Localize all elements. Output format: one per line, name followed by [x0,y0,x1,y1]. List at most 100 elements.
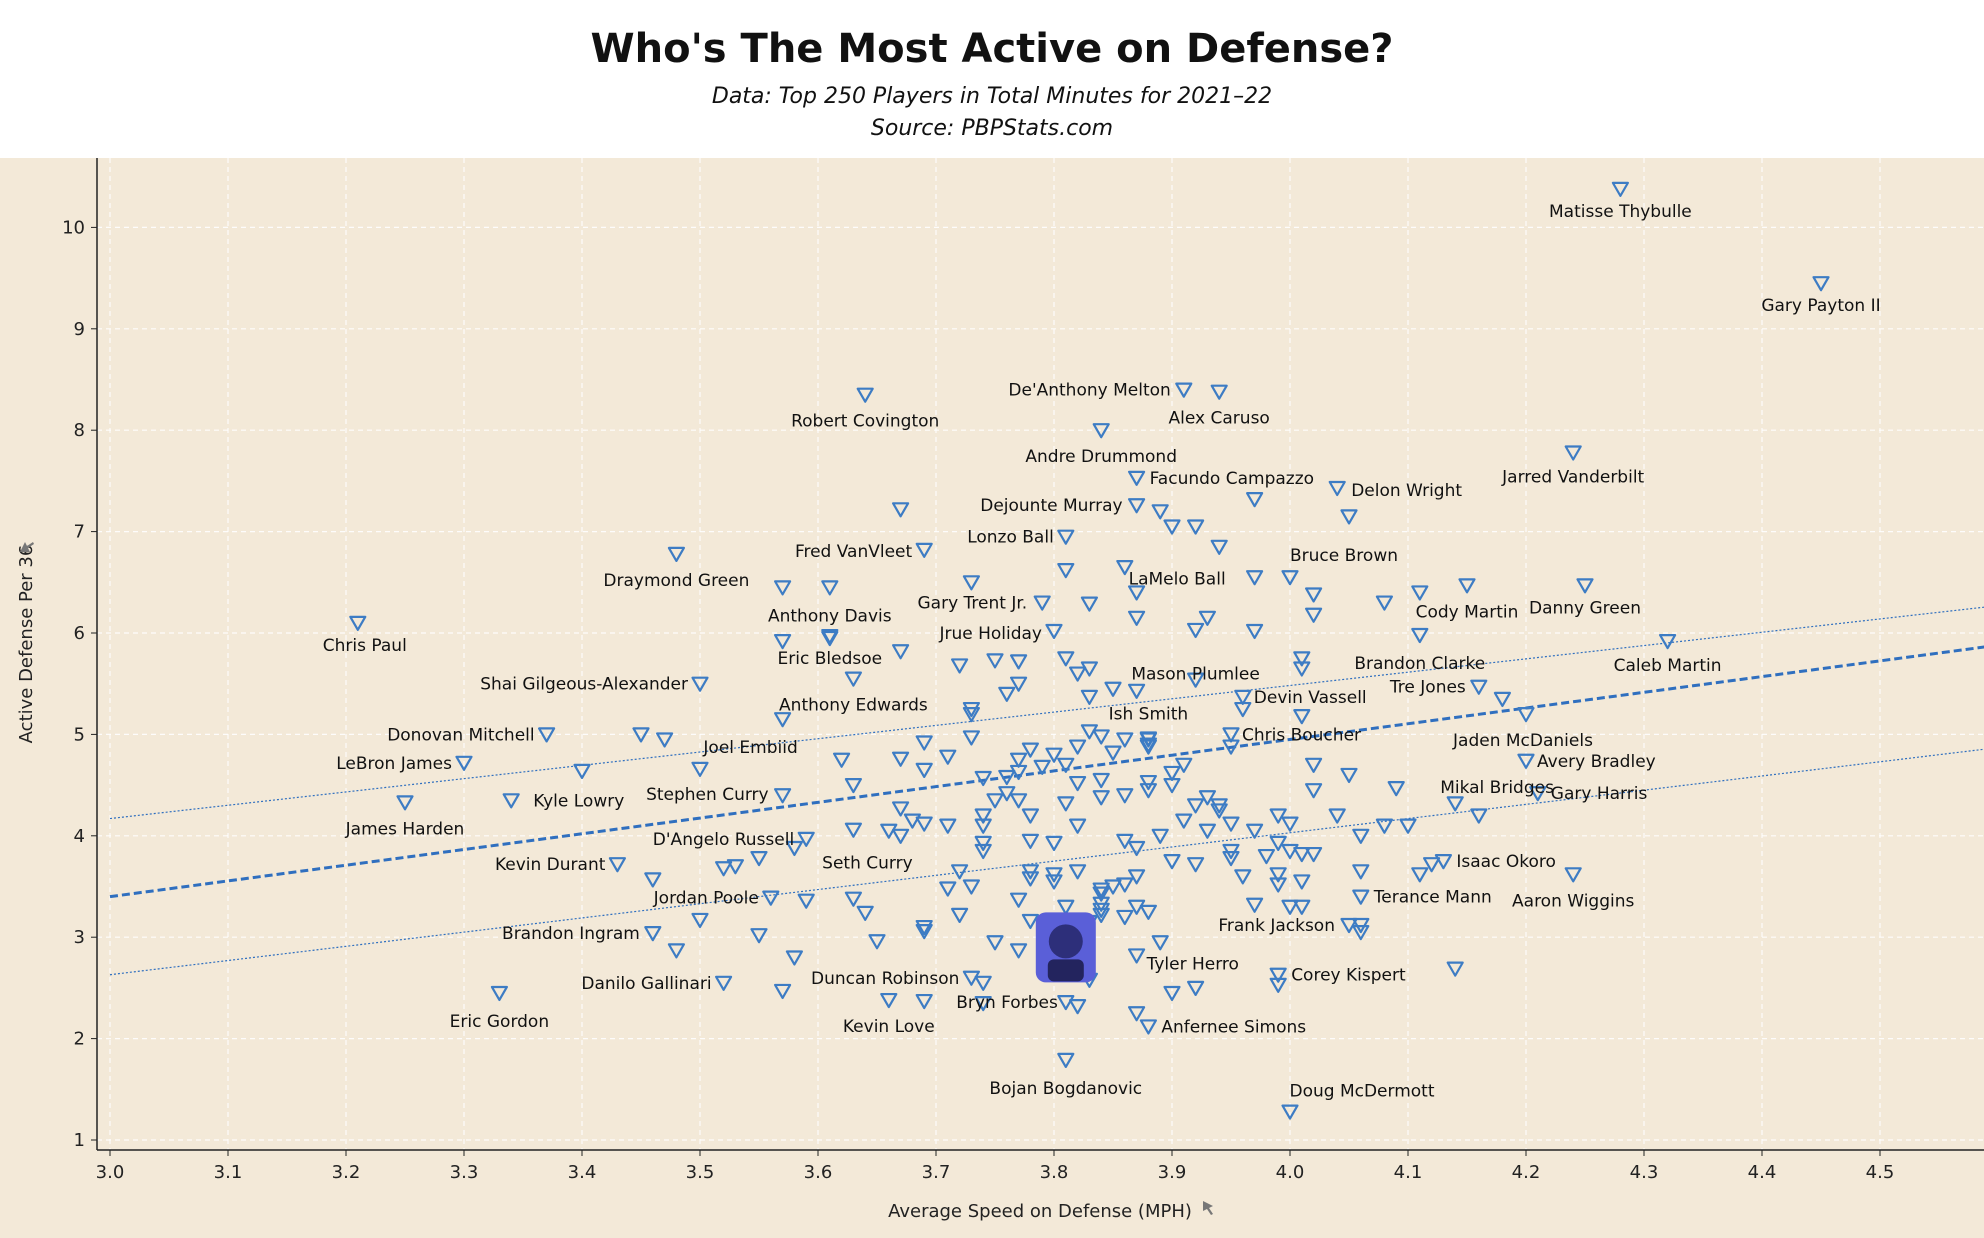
y-tick-label: 9 [74,319,85,340]
data-point [1446,961,1464,977]
point-label: Bruce Brown [1290,546,1398,566]
data-point [1151,935,1169,951]
data-point [1305,846,1323,863]
labeled-data-point [396,795,414,811]
x-tick-label: 4.3 [1630,1162,1659,1183]
y-tick-label: 7 [74,522,85,543]
point-label: Eric Gordon [450,1012,549,1032]
data-point [939,749,957,765]
labeled-data-point [1281,570,1299,586]
labeled-data-point [774,788,792,804]
data-point [1128,840,1146,857]
point-label: Jordan Poole [653,889,759,909]
data-point [974,770,992,787]
data-point [1411,867,1429,883]
labeled-data-point [844,891,862,907]
data-point [632,727,650,743]
data-point [1128,869,1146,885]
labeled-data-point [608,857,626,873]
point-label: Danilo Gallinari [581,974,711,994]
labeled-data-point [1175,382,1193,398]
data-point [974,808,992,824]
data-point [1246,492,1264,508]
point-label: Anthony Davis [768,606,892,626]
data-point [1057,651,1075,667]
data-point [892,644,910,660]
point-label: Dejounte Murray [980,496,1122,516]
x-tick-label: 4.4 [1748,1162,1777,1183]
point-label: Gary Harris [1551,784,1648,804]
labeled-data-point [502,793,520,809]
point-label: Joel Embiid [702,738,797,758]
data-point [1305,607,1323,623]
data-point [1021,913,1039,930]
x-axis-label: Average Speed on Defense (MPH) [888,1201,1192,1222]
labeled-data-point [349,615,367,631]
data-point [774,983,792,1000]
trend-line [109,645,1984,899]
point-label: Alex Caruso [1169,409,1270,429]
data-point [1069,775,1087,792]
data-point [974,975,992,991]
data-point [1470,808,1488,824]
data-point [1139,774,1157,791]
data-point [1281,899,1299,915]
data-point [1080,661,1098,677]
labeled-data-point [844,671,862,687]
pin-icon [20,542,34,552]
data-point [915,993,933,1010]
labeled-data-point [1092,423,1110,439]
x-tick-label: 4.2 [1512,1162,1541,1183]
point-label: Kyle Lowry [533,791,624,811]
data-point [1187,798,1205,814]
labeled-data-point [1564,445,1582,461]
data-point [962,575,980,591]
data-point [1045,747,1063,763]
data-point [915,924,933,940]
data-point [986,935,1004,951]
data-point [868,934,886,950]
data-point [1269,835,1287,851]
data-point [892,751,910,767]
data-point [939,881,957,897]
data-point [1010,654,1028,670]
data-point [1057,757,1075,773]
data-point [750,928,768,944]
data-point [1293,651,1311,667]
data-point [1198,790,1216,806]
y-tick-label: 5 [74,724,85,745]
data-point [1269,808,1287,824]
confidence-band-line [109,748,1984,976]
data-point [1187,857,1205,873]
data-point [1057,796,1075,812]
data-point [726,859,744,875]
data-point [1246,623,1264,640]
data-point [1210,803,1228,819]
point-label: Kevin Durant [495,855,606,875]
data-point [974,996,992,1012]
data-point [1187,622,1205,639]
data-point [1269,977,1287,993]
data-point [903,813,921,829]
data-point [1021,871,1039,887]
labeled-data-point [1139,732,1157,748]
point-label: Donovan Mitchell [387,725,534,745]
player-photo-face [1048,924,1083,959]
labeled-data-point [490,985,508,1002]
data-point [856,905,874,921]
labeled-data-point [1269,967,1287,983]
plot-background [0,158,1984,1238]
labeled-data-point [1564,867,1582,883]
labeled-data-point [821,628,839,645]
data-point [1328,808,1346,824]
point-label: Ish Smith [1109,704,1189,724]
data-point [1128,683,1146,699]
data-point [1222,851,1240,867]
data-point [1010,892,1028,908]
labeled-data-point [962,970,980,986]
y-tick-label: 3 [74,927,85,948]
data-point [1021,742,1039,758]
data-point [785,840,803,857]
data-point [1092,882,1110,898]
